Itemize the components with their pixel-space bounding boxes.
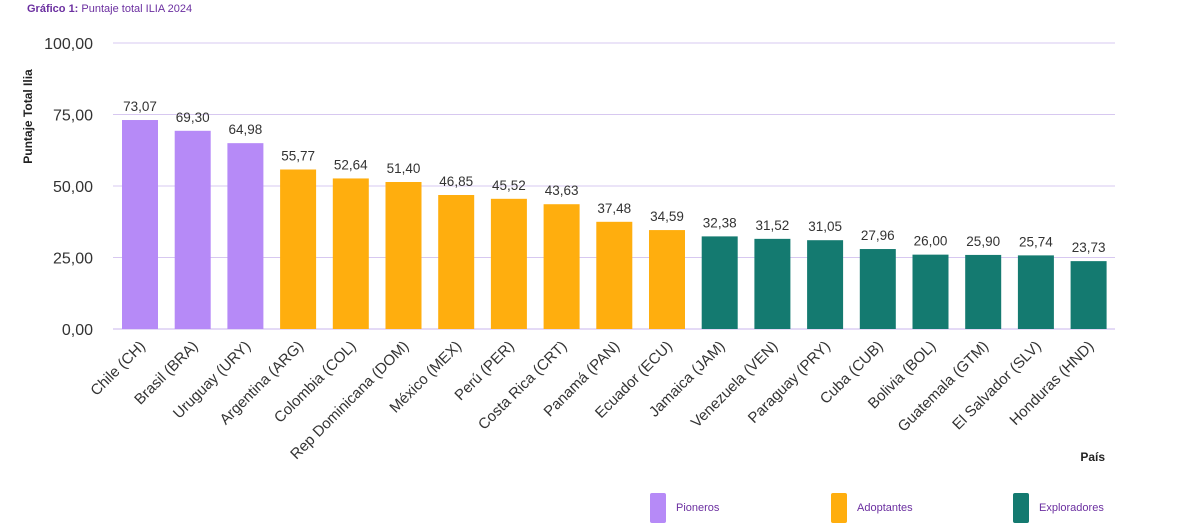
bar [385, 181, 422, 329]
data-label: 23,73 [1072, 240, 1106, 255]
data-label: 43,63 [545, 183, 579, 198]
x-tick-label: El Salvador (SLV) [949, 338, 1045, 434]
y-tick-label: 0,00 [62, 322, 93, 339]
bar [807, 240, 844, 329]
bar [227, 143, 264, 329]
data-label: 32,38 [703, 215, 737, 230]
y-axis-title: Puntaje Total Ilia [21, 69, 35, 164]
bar [912, 254, 949, 329]
y-tick-label: 50,00 [53, 179, 93, 196]
caption-text: Puntaje total ILIA 2024 [81, 3, 193, 15]
x-axis-title: País [1080, 450, 1105, 464]
data-label: 69,30 [176, 110, 210, 125]
bar [122, 120, 158, 329]
data-label: 34,59 [650, 209, 684, 224]
y-tick-label: 25,00 [53, 251, 93, 268]
data-label: 51,40 [387, 161, 421, 176]
data-label: 55,77 [281, 148, 315, 163]
x-tick-label: Costa Rica (CRT) [475, 338, 571, 434]
data-label: 73,07 [123, 99, 157, 114]
data-label: 52,64 [334, 157, 368, 172]
data-label: 27,96 [861, 228, 895, 243]
bar [438, 195, 475, 329]
legend-label-adoptantes: Adoptantes [857, 502, 913, 514]
data-label: 31,52 [756, 218, 790, 233]
bar [754, 238, 791, 329]
bar [174, 130, 211, 329]
y-tick-label: 75,00 [53, 108, 93, 125]
chart-caption: Gráfico 1: Puntaje total ILIA 2024 [27, 3, 192, 15]
bar [280, 169, 317, 329]
data-label: 64,98 [229, 122, 263, 137]
legend-label-pioneros: Pioneros [676, 502, 720, 514]
data-label: 45,52 [492, 178, 526, 193]
bar [596, 221, 633, 329]
legend-pioneros: Pioneros [650, 493, 719, 523]
bar [965, 254, 1002, 329]
bar [1070, 261, 1107, 329]
y-tick-label: 100,00 [44, 36, 93, 53]
data-label: 37,48 [597, 201, 631, 216]
legend-swatch-adoptantes [831, 493, 847, 523]
bar [490, 198, 527, 329]
bar [701, 236, 738, 329]
caption-prefix: Gráfico 1: [27, 3, 79, 15]
bar [543, 204, 580, 329]
bar [859, 249, 896, 329]
bar [1017, 255, 1054, 329]
data-label: 46,85 [439, 174, 473, 189]
data-label: 31,05 [808, 219, 842, 234]
legend-swatch-pioneros [650, 493, 666, 523]
legend-exploradores: Exploradores [1013, 493, 1104, 523]
legend-swatch-exploradores [1013, 493, 1029, 523]
data-label: 25,90 [966, 234, 1000, 249]
bar-chart: 0,00 25,00 50,00 75,00 100,00 Puntaje Total I… [21, 36, 1115, 464]
legend-label-exploradores: Exploradores [1039, 502, 1104, 514]
legend-adoptantes: Adoptantes [831, 493, 913, 523]
data-label: 26,00 [914, 234, 948, 249]
bar [332, 178, 369, 329]
x-tick-label: Guatemala (GTM) [895, 338, 992, 435]
bar [649, 230, 685, 329]
data-label: 25,74 [1019, 234, 1053, 249]
